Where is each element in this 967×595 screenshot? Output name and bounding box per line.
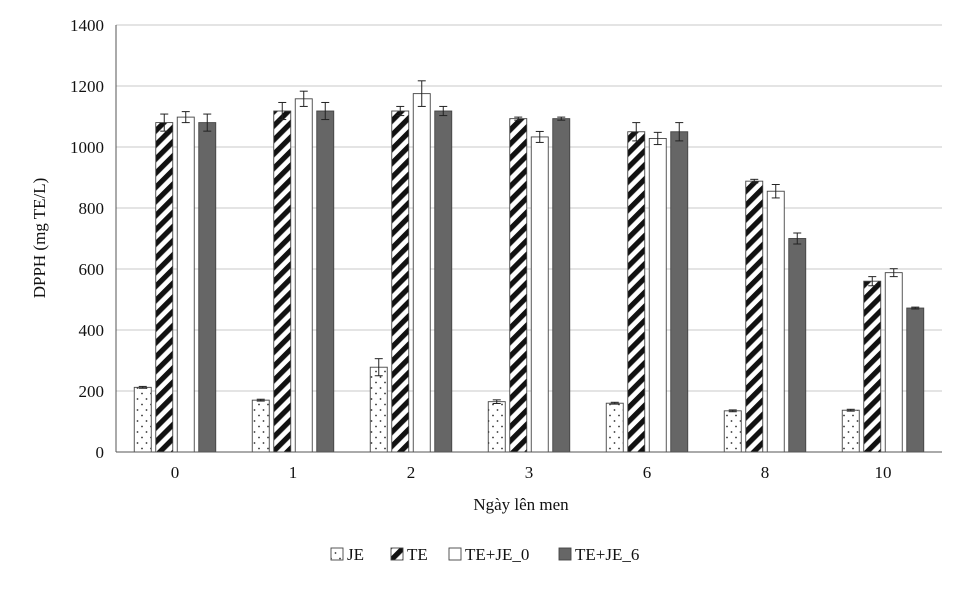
bar-te-day-6: [627, 131, 646, 453]
bar-te-day-2: [391, 110, 410, 453]
legend-label: TE+JE_6: [575, 545, 639, 564]
x-tick-label: 2: [407, 463, 416, 482]
bar-te-je-0-day-8: [766, 190, 785, 453]
bar-te-je-6-day-1: [316, 110, 335, 453]
y-tick-label: 0: [96, 443, 105, 462]
y-axis-title: DPPH (mg TE/L): [30, 178, 49, 299]
bar-te-je-0-day-2: [412, 93, 431, 453]
bar-te-je-0-day-3: [530, 136, 549, 453]
x-tick-label: 10: [875, 463, 892, 482]
bar-te-je-6-day-2: [434, 110, 453, 453]
x-tick-label: 6: [643, 463, 652, 482]
y-tick-label: 800: [79, 199, 105, 218]
legend-label: TE+JE_0: [465, 545, 529, 564]
x-tick-label: 3: [525, 463, 534, 482]
bar-te-je-0-day-10: [884, 272, 903, 453]
x-tick-label: 0: [171, 463, 180, 482]
legend-swatch: [330, 547, 344, 561]
bar-te-day-1: [273, 110, 292, 453]
bar-te-je-6-day-3: [552, 118, 571, 453]
bar-te-je-0-day-0: [176, 116, 195, 453]
x-axis-title: Ngày lên men: [473, 495, 569, 514]
x-tick-label: 1: [289, 463, 298, 482]
y-tick-label: 600: [79, 260, 105, 279]
legend-swatch: [448, 547, 462, 561]
bar-je-day-8: [723, 410, 742, 453]
bar-te-day-10: [863, 280, 882, 453]
y-tick-label: 1400: [70, 16, 104, 35]
y-tick-label: 1200: [70, 77, 104, 96]
bar-je-day-3: [487, 401, 506, 453]
x-tick-label: 8: [761, 463, 770, 482]
bar-te-day-3: [509, 118, 528, 453]
y-tick-label: 400: [79, 321, 105, 340]
legend-label: TE: [407, 545, 428, 564]
legend-label: JE: [347, 545, 364, 564]
y-tick-label: 1000: [70, 138, 104, 157]
bar-te-je-6-day-10: [906, 307, 925, 453]
bar-je-day-2: [369, 366, 388, 453]
bar-te-day-8: [745, 180, 764, 453]
legend-swatch: [558, 547, 572, 561]
bar-te-je-0-day-1: [294, 98, 313, 453]
bar-te-je-6-day-6: [670, 131, 689, 453]
bar-je-day-1: [251, 399, 270, 453]
bar-te-je-6-day-0: [198, 122, 217, 453]
bars: [133, 80, 925, 453]
bar-je-day-6: [605, 402, 624, 453]
bar-je-day-10: [841, 409, 860, 453]
y-tick-label: 200: [79, 382, 105, 401]
bar-te-day-0: [155, 122, 174, 453]
bar-te-je-0-day-6: [648, 138, 667, 453]
axes: 0 200 400 600 800 1000 1200 1400 0 1 2 3 6 8 10: [70, 16, 942, 482]
bar-te-je-6-day-8: [788, 238, 807, 453]
legend: JE TE TE+JE_0 TE+JE_6: [330, 545, 639, 564]
legend-swatch: [390, 547, 404, 561]
bar-je-day-0: [133, 386, 152, 453]
gridlines: [116, 24, 942, 392]
